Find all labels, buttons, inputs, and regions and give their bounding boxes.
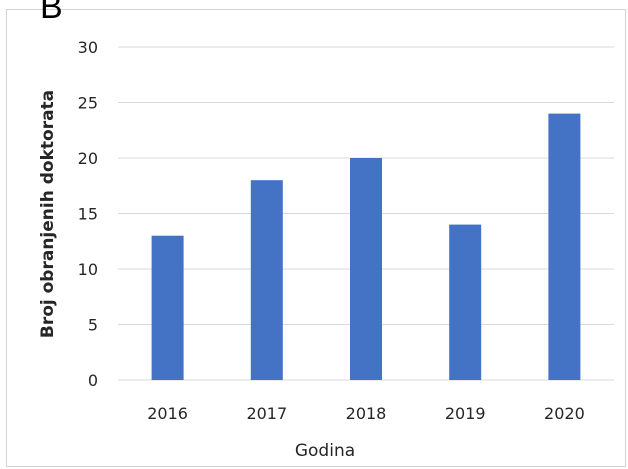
panel-label: B xyxy=(40,0,63,26)
bar-2017 xyxy=(250,180,283,380)
y-tick-label: 10 xyxy=(78,260,98,279)
bar-2020 xyxy=(548,113,581,380)
x-tick-label: 2017 xyxy=(246,404,287,423)
chart-frame xyxy=(6,9,626,467)
bar-2019 xyxy=(449,224,482,380)
x-tick-label: 2020 xyxy=(544,404,585,423)
x-tick-label: 2016 xyxy=(147,404,188,423)
bar-2016 xyxy=(151,235,184,380)
bars xyxy=(151,113,581,380)
bar-2018 xyxy=(350,158,382,380)
x-tick-label: 2019 xyxy=(445,404,486,423)
y-tick-label: 30 xyxy=(78,38,98,57)
x-axis-title: Godina xyxy=(295,441,355,461)
y-tick-label: 0 xyxy=(88,371,98,390)
y-tick-label: 5 xyxy=(88,316,98,335)
x-tick-labels: 2016 2017 2018 2019 2020 xyxy=(147,404,585,423)
y-axis-title: Broj obranjenih doktorata xyxy=(38,90,58,338)
y-tick-label: 20 xyxy=(78,149,98,168)
x-tick-label: 2018 xyxy=(346,404,387,423)
y-tick-label: 15 xyxy=(78,205,98,224)
y-tick-labels: 0 5 10 15 20 25 30 xyxy=(78,38,98,390)
y-tick-label: 25 xyxy=(78,94,98,113)
